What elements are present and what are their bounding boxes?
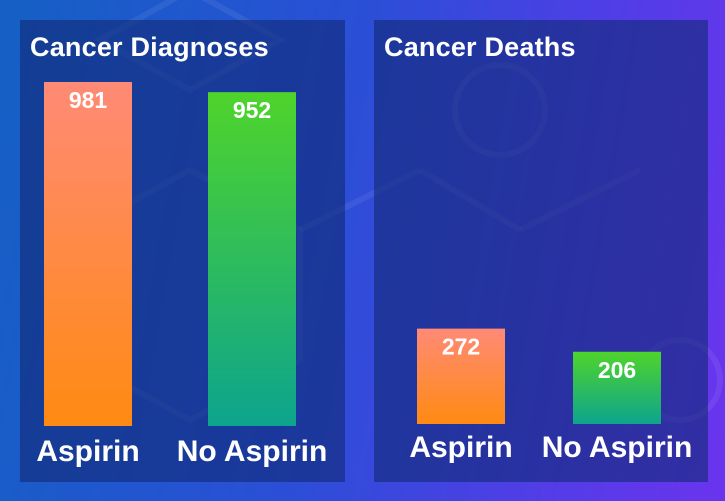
chart-title: Cancer Deaths (384, 32, 576, 62)
bar-no-aspirin (573, 351, 661, 424)
category-label: Aspirin (409, 431, 512, 464)
cancer-diagnoses-panel: Cancer Diagnoses 981 Aspirin 952 No Aspirin (20, 20, 345, 482)
cancer-deaths-plot: 272 Aspirin 206 No Aspirin (409, 328, 693, 464)
bar-value-label: 981 (69, 87, 108, 113)
cancer-deaths-panel: Cancer Deaths 272 Aspirin 206 No Aspirin (374, 20, 708, 482)
bar-aspirin (44, 82, 132, 426)
cancer-diagnoses-plot: 981 Aspirin 952 No Aspirin (36, 82, 328, 468)
category-label: Aspirin (36, 435, 139, 468)
bar-aspirin (417, 328, 505, 424)
category-label: No Aspirin (542, 431, 693, 464)
bar-value-label: 206 (598, 357, 636, 383)
bar-no-aspirin (208, 92, 296, 426)
chart-title: Cancer Diagnoses (30, 32, 269, 62)
category-label: No Aspirin (177, 435, 328, 468)
bar-value-label: 272 (442, 334, 480, 360)
bar-value-label: 952 (233, 97, 271, 123)
